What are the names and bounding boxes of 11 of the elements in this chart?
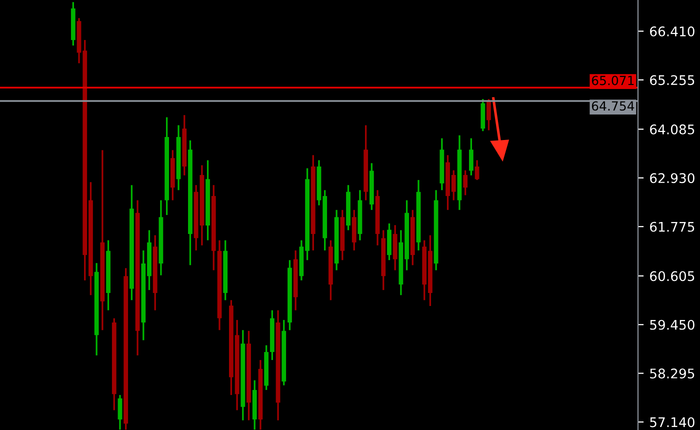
- y-tick-label: 66.410: [650, 26, 694, 36]
- y-tick-label: 65.255: [650, 75, 694, 86]
- y-tick-label: 57.140: [650, 417, 694, 428]
- y-tick-label: 62.930: [650, 173, 694, 184]
- y-tick-label: 60.605: [650, 271, 694, 282]
- y-tick-label: 61.775: [650, 222, 694, 232]
- y-tick-label: 58.295: [650, 368, 694, 378]
- ref-line-label: 64.754: [592, 101, 634, 111]
- y-tick-label: 64.085: [650, 124, 694, 134]
- y-tick-label: 59.450: [650, 320, 694, 330]
- ref-line-label: 65.071: [592, 76, 634, 86]
